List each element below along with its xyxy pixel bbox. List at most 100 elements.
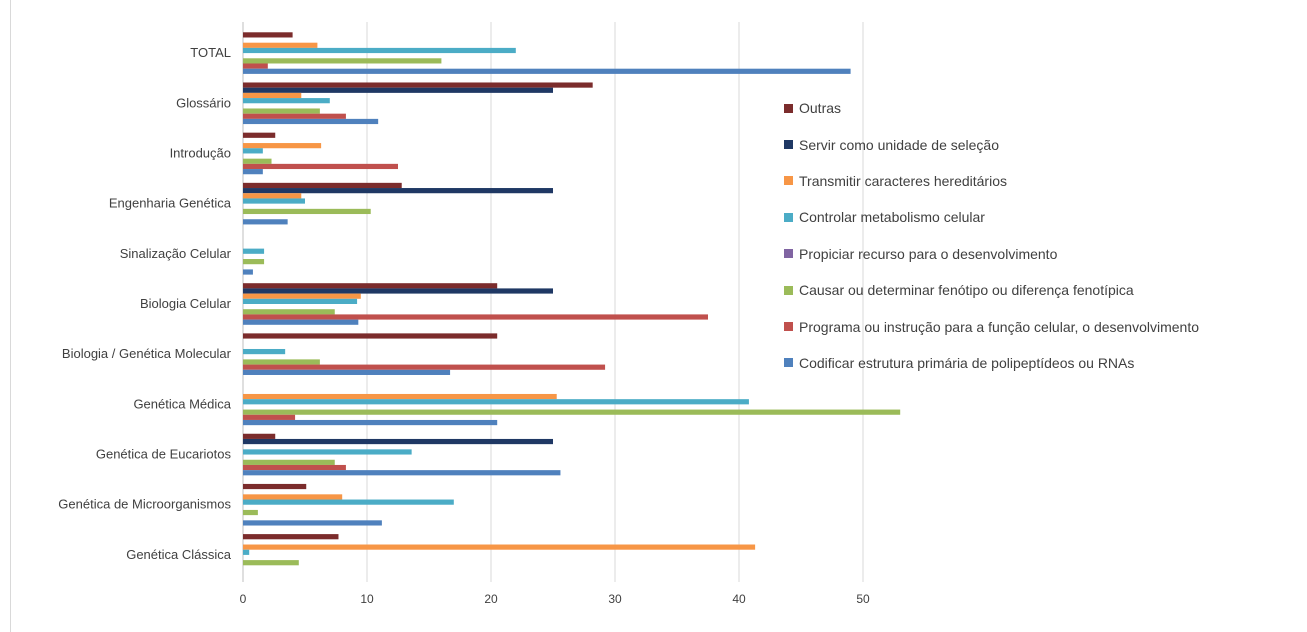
legend-swatch xyxy=(784,322,793,332)
legend-swatch xyxy=(784,140,793,150)
bar xyxy=(243,293,361,299)
bar xyxy=(243,148,263,154)
legend-item: Codificar estrutura primária de polipept… xyxy=(784,345,1304,381)
bar xyxy=(243,68,851,74)
category-label: Engenharia Genética xyxy=(109,196,232,211)
legend: Outras Servir como unidade de seleção Tran… xyxy=(784,90,1304,381)
legend-label: Transmitir caracteres hereditários xyxy=(799,172,1007,189)
bar xyxy=(243,364,606,370)
legend-item: Programa ou instrução para a função celu… xyxy=(784,308,1304,344)
bar xyxy=(243,449,412,455)
category-label: Genética Clássica xyxy=(126,547,232,562)
bar xyxy=(243,82,593,88)
x-tick-label: 20 xyxy=(484,592,498,606)
x-axis-ticks: 0 10 20 30 40 50 xyxy=(240,592,870,606)
category-label: Genética Médica xyxy=(133,396,231,411)
bar xyxy=(243,459,335,465)
bar xyxy=(243,32,293,38)
bar xyxy=(243,544,756,550)
category-labels: TOTAL Glossário Introdução Engenharia Genét… xyxy=(58,45,231,562)
bar xyxy=(243,163,398,170)
bar xyxy=(243,438,553,445)
x-tick-label: 40 xyxy=(732,592,746,606)
bar xyxy=(243,414,296,420)
x-tick-label: 10 xyxy=(360,592,374,606)
bar xyxy=(243,369,451,375)
bar xyxy=(243,520,382,526)
legend-swatch xyxy=(784,212,793,222)
bar xyxy=(243,208,371,215)
bar xyxy=(243,470,561,476)
category-label: Introdução xyxy=(170,145,231,160)
bars xyxy=(243,32,901,566)
legend-swatch xyxy=(784,358,793,368)
bar xyxy=(243,143,322,149)
legend-item: Controlar metabolismo celular xyxy=(784,199,1304,235)
bar xyxy=(243,188,553,194)
category-label: Genética de Microorganismos xyxy=(58,497,231,512)
bar xyxy=(243,534,339,540)
bar xyxy=(243,219,288,225)
bar xyxy=(243,87,553,93)
legend-swatch xyxy=(784,249,793,259)
legend-label: Outras xyxy=(799,100,842,117)
legend-item: Servir como unidade de seleção xyxy=(784,126,1304,162)
bar xyxy=(243,198,305,204)
bar xyxy=(243,118,379,125)
legend-label: Codificar estrutura primária de polipept… xyxy=(799,354,1135,371)
bar xyxy=(243,42,318,48)
bar xyxy=(243,259,265,265)
category-label: Sinalização Celular xyxy=(120,246,232,261)
legend-item: Causar ou determinar fenótipo ou diferen… xyxy=(784,272,1304,308)
bar xyxy=(243,464,346,471)
category-label: Biologia / Genética Molecular xyxy=(62,346,232,361)
legend-item: Outras xyxy=(784,90,1304,126)
bar xyxy=(243,92,302,99)
legend-swatch xyxy=(784,285,793,295)
legend-item: Transmitir caracteres hereditários xyxy=(784,163,1304,199)
bar xyxy=(243,359,320,365)
bar xyxy=(243,113,346,119)
bar xyxy=(243,433,276,439)
bar xyxy=(243,333,498,339)
bar xyxy=(243,560,299,566)
chart-border xyxy=(10,0,11,632)
bar xyxy=(243,348,286,355)
category-label: Biologia Celular xyxy=(140,296,232,311)
bar xyxy=(243,298,358,304)
bar xyxy=(243,319,359,325)
bar xyxy=(243,314,708,320)
bar xyxy=(243,47,516,54)
legend-label: Servir como unidade de seleção xyxy=(799,136,1000,153)
bar xyxy=(243,182,402,189)
x-tick-label: 0 xyxy=(240,592,247,606)
legend-swatch xyxy=(784,176,793,186)
legend-label: Programa ou instrução para a função celu… xyxy=(799,318,1200,335)
bar xyxy=(243,483,307,490)
bar xyxy=(243,399,749,405)
bar xyxy=(243,169,263,175)
bar xyxy=(243,288,553,294)
bar xyxy=(243,283,498,289)
bar xyxy=(243,499,454,505)
bar xyxy=(243,269,253,275)
bar xyxy=(243,509,258,516)
bar xyxy=(243,58,442,64)
category-label: Genética de Eucariotos xyxy=(96,447,232,462)
bar xyxy=(243,158,272,164)
category-label: Glossário xyxy=(176,95,231,110)
legend-item: Propiciar recurso para o desenvolvimento xyxy=(784,236,1304,272)
x-tick-label: 50 xyxy=(856,592,870,606)
bar xyxy=(243,248,265,254)
bar xyxy=(243,549,250,555)
bar xyxy=(243,494,343,500)
bar xyxy=(243,419,498,426)
bar xyxy=(243,393,557,400)
legend-label: Controlar metabolismo celular xyxy=(799,209,985,226)
bar xyxy=(243,193,302,199)
bar xyxy=(243,132,276,138)
category-label: TOTAL xyxy=(190,45,231,60)
bar xyxy=(243,63,268,69)
legend-label: Propiciar recurso para o desenvolvimento xyxy=(799,245,1058,262)
bar xyxy=(243,98,330,104)
